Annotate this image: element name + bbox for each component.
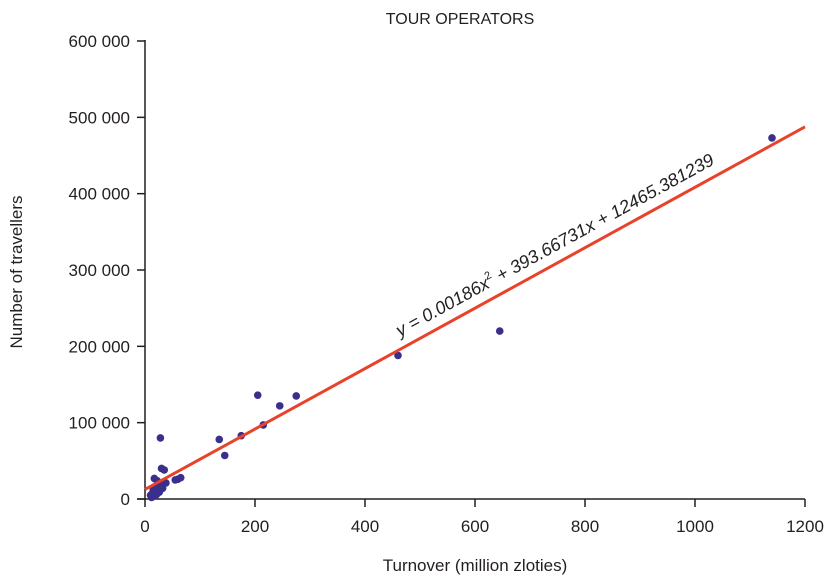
data-point [156,434,165,442]
data-point [176,473,185,482]
x-tick-label: 1200 [786,517,824,536]
y-axis: 0 100 000 200 000 300 000 400 000 500 000 600 … [69,32,146,509]
y-tick-label: 200 000 [69,337,130,356]
data-points [146,134,776,502]
y-tick-label: 100 000 [69,414,130,433]
y-tick-label: 300 000 [69,261,130,280]
y-tick-label: 600 000 [69,32,130,51]
x-tick-label: 0 [140,517,149,536]
trendline-equation: y = 0.00186x2 + 393.66731x + 12465.38123… [390,149,717,342]
x-tick-label: 400 [351,517,379,536]
y-axis-title: Number of travellers [7,195,26,348]
x-tick-label: 800 [571,517,599,536]
x-tick-label: 600 [461,517,489,536]
data-point [253,391,262,399]
trendline [144,125,806,491]
chart-title: TOUR OPERATORS [386,11,534,28]
x-axis: 0 200 400 600 800 1000 1200 [137,498,824,536]
data-point [292,392,301,400]
data-point [215,435,224,444]
data-point [162,479,170,487]
data-point [394,351,402,360]
y-tick-label: 400 000 [69,185,130,204]
y-tick-label: 0 [121,490,130,509]
trendline-group: y = 0.00186x2 + 393.66731x + 12465.38123… [144,125,806,491]
data-point [160,466,169,474]
y-tick-label: 500 000 [69,108,130,127]
data-point [495,327,504,335]
data-point [768,134,776,142]
data-point [275,402,284,410]
data-point [220,451,229,460]
x-tick-label: 1000 [676,517,714,536]
x-axis-title: Turnover (million zloties) [383,556,568,575]
x-tick-label: 200 [241,517,269,536]
